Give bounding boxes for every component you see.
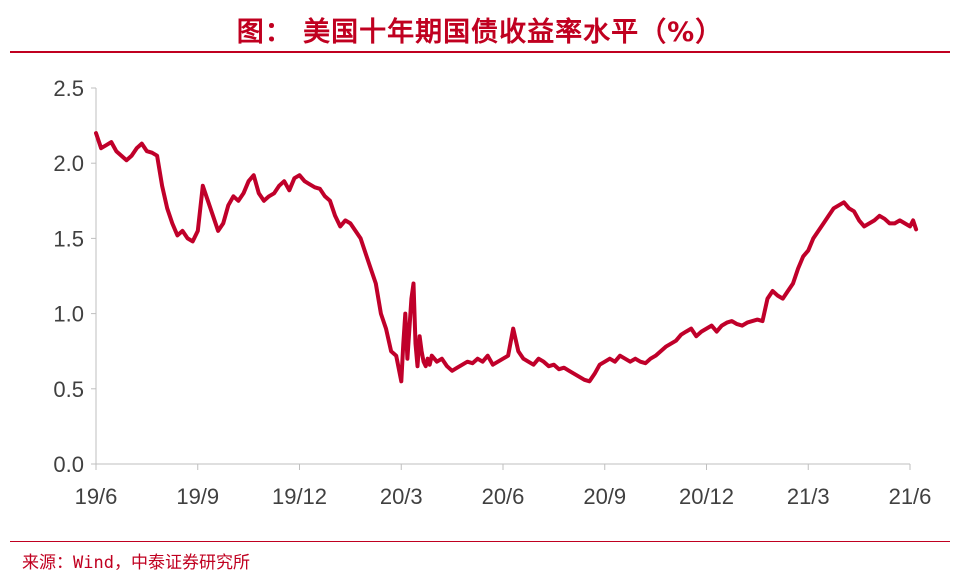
x-tick-label: 20/6	[482, 484, 525, 509]
yield-series-line	[94, 131, 919, 384]
y-tick-label: 1.5	[53, 226, 84, 251]
title-bar: 图： 美国十年期国债收益率水平（%）	[0, 0, 960, 53]
x-tick-label: 19/6	[75, 484, 118, 509]
source-note: 来源：Wind，中泰证券研究所	[22, 553, 250, 573]
x-tick-label: 21/3	[787, 484, 830, 509]
x-axis: 19/6 19/9 19/12 20/3 20/6 20/9 20/12 21/3 21/6	[75, 463, 932, 509]
y-tick-label: 0.0	[53, 452, 84, 477]
y-tick-label: 1.0	[53, 302, 84, 327]
yield-line-chart: 0.0 0.5 1.0 1.5 2.0 2.5 19/6 19/9 19/12 20/3 20/6…	[53, 76, 932, 509]
title-divider	[10, 51, 950, 53]
y-tick-labels: 0.0 0.5 1.0 1.5 2.0 2.5	[53, 76, 96, 477]
y-tick-label: 2.0	[53, 151, 84, 176]
x-tick-label: 20/3	[380, 484, 423, 509]
source-divider	[10, 541, 950, 542]
x-tick-labels: 19/6 19/9 19/12 20/3 20/6 20/9 20/12 21/3 21/6	[75, 464, 932, 509]
x-tick-label: 20/12	[679, 484, 734, 509]
x-tick-label: 20/9	[583, 484, 626, 509]
x-tick-label: 19/9	[176, 484, 219, 509]
chart-title: 图： 美国十年期国债收益率水平（%）	[236, 17, 724, 48]
y-tick-label: 2.5	[53, 76, 84, 101]
y-axis: 0.0 0.5 1.0 1.5 2.0 2.5	[53, 76, 97, 477]
x-tick-label: 21/6	[889, 484, 932, 509]
y-tick-label: 0.5	[53, 377, 84, 402]
x-tick-label: 19/12	[272, 484, 327, 509]
